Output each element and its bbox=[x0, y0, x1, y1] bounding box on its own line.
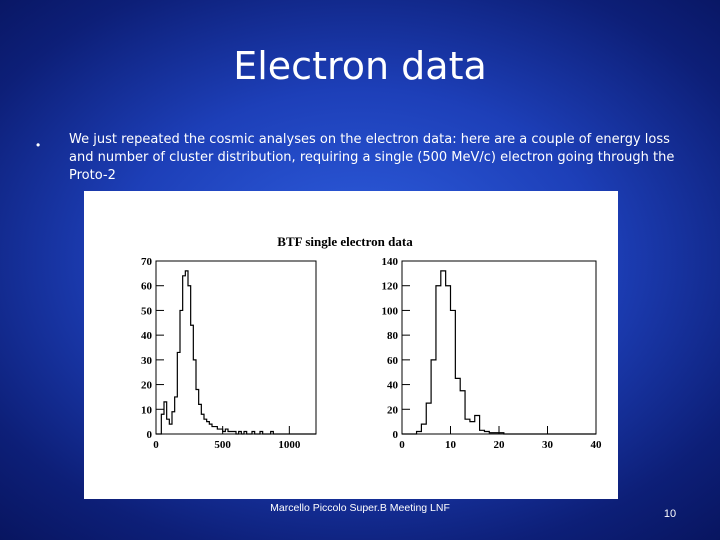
y-tick-label: 40 bbox=[387, 380, 399, 392]
y-tick-label: 140 bbox=[382, 256, 399, 268]
y-tick-label: 60 bbox=[387, 355, 399, 367]
histogram-bin bbox=[470, 422, 475, 434]
histogram-bin bbox=[446, 286, 451, 434]
histogram-bin bbox=[475, 415, 480, 434]
y-tick-label: 0 bbox=[147, 429, 153, 441]
histogram-bin bbox=[441, 271, 446, 434]
y-tick-label: 30 bbox=[141, 355, 153, 367]
histogram-outline bbox=[402, 270, 596, 435]
histogram-panel-1: 0 10 20 30 40 50 60 70 0 500 1000 bbox=[141, 256, 317, 451]
y-tick-label: 80 bbox=[387, 330, 399, 342]
footer-presenter: Marcello Piccolo Super.B Meeting LNF bbox=[270, 502, 450, 514]
slide-title: Electron data bbox=[233, 44, 487, 88]
y-tick-label: 60 bbox=[141, 281, 153, 293]
histogram-outline bbox=[156, 270, 316, 435]
y-tick-label: 20 bbox=[141, 380, 153, 392]
histogram-panel-2: 0 20 40 60 80 100 120 140 0 10 20 30 40 bbox=[382, 256, 603, 451]
y-tick-label: 100 bbox=[382, 305, 399, 317]
slide-number: 10 bbox=[663, 508, 677, 520]
histogram-bin bbox=[455, 378, 460, 434]
histogram-bin bbox=[465, 419, 470, 434]
y-tick-label: 10 bbox=[141, 404, 153, 416]
bullet-marker: • bbox=[36, 138, 41, 152]
histogram-bin bbox=[436, 286, 441, 434]
bullet-text: We just repeated the cosmic analyses on … bbox=[69, 132, 675, 183]
y-tick-label: 20 bbox=[387, 404, 399, 416]
histogram-bin bbox=[169, 424, 172, 434]
figure-title: BTF single electron data bbox=[277, 234, 413, 249]
histogram-bin bbox=[431, 360, 436, 434]
histogram-bin bbox=[426, 403, 431, 434]
histogram-bin bbox=[421, 424, 426, 434]
x-tick-label: 500 bbox=[214, 439, 231, 451]
x-tick-label: 40 bbox=[591, 439, 603, 451]
histogram-bin bbox=[212, 427, 215, 434]
histogram-svg: BTF single electron data 0 10 20 30 40 50 60 70… bbox=[141, 234, 603, 451]
x-tick-label: 0 bbox=[399, 439, 405, 451]
x-tick-label: 10 bbox=[445, 439, 457, 451]
histogram-bin bbox=[217, 429, 220, 434]
x-tick-label: 1000 bbox=[278, 439, 301, 451]
x-tick-label: 20 bbox=[494, 439, 506, 451]
x-tick-label: 0 bbox=[153, 439, 159, 451]
y-tick-label: 120 bbox=[382, 281, 399, 293]
histogram-figure: BTF single electron data 0 10 20 30 40 50 60 70… bbox=[84, 191, 618, 499]
y-tick-label: 50 bbox=[141, 305, 153, 317]
y-tick-label: 0 bbox=[393, 429, 399, 441]
x-tick-label: 30 bbox=[542, 439, 554, 451]
plot-frame bbox=[155, 260, 317, 435]
histogram-bin bbox=[460, 391, 465, 434]
plot-frame bbox=[401, 260, 597, 435]
y-tick-label: 70 bbox=[141, 256, 153, 268]
y-tick-label: 40 bbox=[141, 330, 153, 342]
histogram-bin bbox=[451, 310, 456, 434]
histogram-bin bbox=[185, 271, 188, 434]
